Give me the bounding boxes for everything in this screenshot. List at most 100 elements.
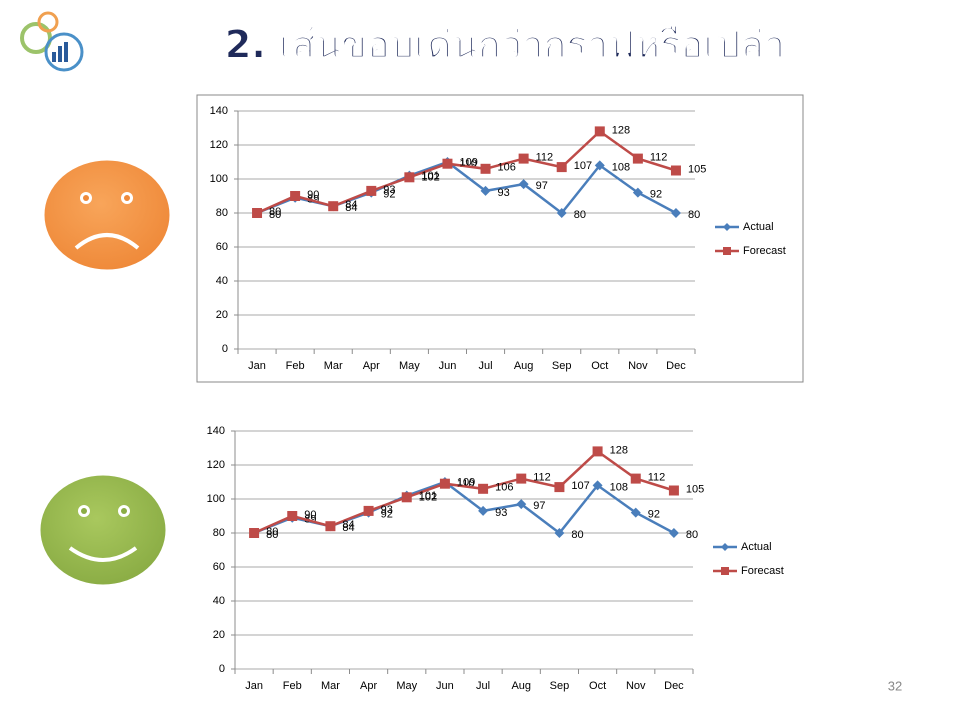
legend-label: Forecast [743,245,786,257]
data-label: 90 [304,509,316,521]
marker [518,179,529,190]
y-tick-label: 80 [216,207,228,219]
data-label: 92 [381,509,393,521]
y-tick-label: 120 [210,139,228,151]
marker [478,505,489,516]
data-label: 112 [533,472,551,484]
x-tick-label: Nov [626,680,646,692]
x-tick-label: Jul [479,360,493,372]
data-label: 102 [419,492,437,504]
legend-marker [721,567,729,575]
data-label: 108 [612,161,630,173]
data-label: 92 [650,189,662,201]
legend-label: Forecast [741,565,784,577]
x-tick-label: Sep [552,360,572,372]
marker [630,473,641,484]
data-label: 105 [688,163,706,175]
data-label: 84 [342,519,354,531]
x-tick-label: Mar [324,360,343,372]
marker [632,153,643,164]
x-tick-label: Jan [248,360,266,372]
data-label: 112 [648,472,666,484]
data-label: 93 [495,507,507,519]
marker [670,208,681,218]
data-label: 80 [266,529,278,541]
slide-title: 2. เส้นขอบเด่นกว่ากราฟหรือเปล่า [225,23,785,67]
data-label: 80 [266,526,278,538]
marker [328,201,339,212]
data-label: 90 [307,189,319,201]
data-label: 80 [571,529,583,541]
x-tick-label: Nov [628,360,648,372]
marker [592,446,603,457]
marker [670,165,681,176]
y-tick-label: 20 [213,629,225,641]
series-line [253,449,675,535]
x-tick-label: Jun [436,680,454,692]
marker [594,160,605,171]
legend-marker [721,543,729,551]
y-tick-label: 100 [207,493,225,505]
y-tick-label: 0 [219,663,225,675]
marker [554,528,565,538]
x-tick-label: May [396,680,417,692]
x-tick-label: Apr [360,680,377,692]
marker [290,191,301,201]
marker [518,153,529,164]
data-label: 105 [686,483,704,495]
marker [401,492,412,503]
data-label: 80 [686,529,698,541]
marker [668,485,679,496]
x-tick-label: May [399,360,420,372]
marker [556,208,567,218]
y-tick-label: 40 [216,275,228,287]
marker [516,473,527,484]
logo [20,11,84,72]
data-label: 97 [536,180,548,192]
marker [478,483,489,494]
marker [363,505,374,516]
legend-label: Actual [741,541,772,553]
x-tick-label: Apr [363,360,380,372]
data-label: 84 [342,522,354,534]
y-tick-label: 140 [207,425,225,437]
y-tick-label: 100 [210,173,228,185]
marker [366,185,377,196]
y-tick-label: 80 [213,527,225,539]
marker [516,499,527,510]
x-tick-label: Mar [321,680,340,692]
x-tick-label: Dec [664,680,684,692]
legend-marker [723,247,731,255]
y-tick-label: 40 [213,595,225,607]
x-tick-label: Oct [591,360,608,372]
marker [632,187,643,198]
data-label: 93 [381,504,393,516]
marker [592,480,603,491]
chart: 0 20 40 60 80 100 120 140 Jan Feb Mar Apr May Jun Jul A… [207,425,784,692]
data-label: 80 [269,209,281,221]
y-tick-label: 140 [210,105,228,117]
data-label: 80 [269,206,281,218]
data-label: 93 [498,187,510,199]
y-tick-label: 0 [222,343,228,355]
marker [630,507,641,518]
marker [556,162,567,173]
data-label: 112 [536,152,554,164]
data-label: 101 [421,170,439,182]
y-tick-label: 120 [207,459,225,471]
marker [249,528,260,538]
marker [252,208,263,218]
legend-marker [723,223,731,231]
marker [594,126,605,137]
marker [325,521,336,532]
marker [480,163,491,174]
marker [480,185,491,196]
data-label: 92 [648,509,660,521]
data-label: 112 [650,152,668,164]
data-label: 93 [383,184,395,196]
data-label: 128 [612,124,630,136]
x-tick-label: Feb [286,360,305,372]
data-label: 109 [457,477,475,489]
x-tick-label: Jan [245,680,263,692]
